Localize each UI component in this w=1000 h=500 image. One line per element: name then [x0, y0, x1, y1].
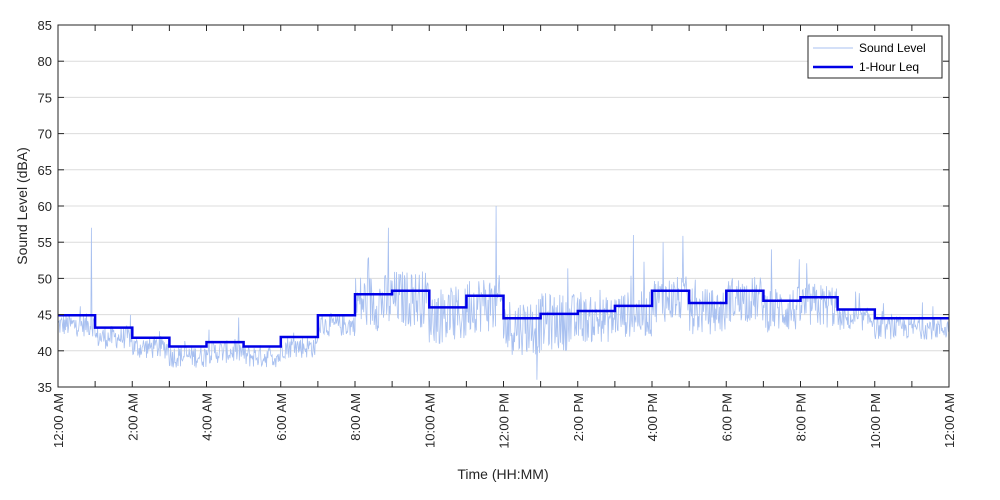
x-tick-label: 12:00 AM [51, 393, 66, 448]
x-tick-label: 4:00 PM [645, 393, 660, 441]
sound-level-trace [57, 205, 950, 380]
leq-series [58, 289, 949, 348]
x-tick-label: 6:00 AM [274, 393, 289, 441]
y-tick-labels: 35 40 45 50 55 60 65 70 75 80 85 [38, 18, 52, 395]
x-tick-label: 12:00 AM [942, 393, 957, 448]
x-tick-label: 6:00 PM [719, 393, 734, 441]
y-tick-label: 85 [38, 18, 52, 33]
y-axis-title: Sound Level (dBA) [14, 147, 30, 265]
y-tick-label: 80 [38, 54, 52, 69]
y-tick-label: 45 [38, 308, 52, 323]
y-tick-label: 65 [38, 163, 52, 178]
y-tick-label: 60 [38, 199, 52, 214]
y-tick-label: 50 [38, 271, 52, 286]
legend-box [807, 35, 943, 79]
x-tick-label: 8:00 AM [348, 393, 363, 441]
sound-level-series [57, 205, 950, 380]
x-tick-label: 4:00 AM [200, 393, 215, 441]
x-tick-label: 10:00 PM [868, 393, 883, 449]
leq-step-line [58, 289, 949, 348]
y-tick-label: 35 [38, 380, 52, 395]
x-tick-labels: 12:00 AM 2:00 AM 4:00 AM 6:00 AM 8:00 AM 10:0… [51, 393, 957, 449]
legend-label-sound-level: Sound Level [859, 41, 926, 55]
legend-label-leq: 1-Hour Leq [859, 60, 919, 74]
axis-ticks [57, 24, 950, 388]
x-tick-label: 10:00 AM [422, 393, 437, 448]
legend: Sound Level 1-Hour Leq [807, 35, 943, 79]
y-tick-label: 55 [38, 235, 52, 250]
y-tick-label: 75 [38, 90, 52, 105]
x-tick-label: 2:00 AM [125, 393, 140, 441]
x-tick-label: 8:00 PM [794, 393, 809, 441]
x-axis-title: Time (HH:MM) [457, 466, 548, 482]
x-tick-label: 12:00 PM [497, 393, 512, 449]
x-tick-label: 2:00 PM [571, 393, 586, 441]
y-tick-label: 40 [38, 344, 52, 359]
y-tick-label: 70 [38, 127, 52, 142]
